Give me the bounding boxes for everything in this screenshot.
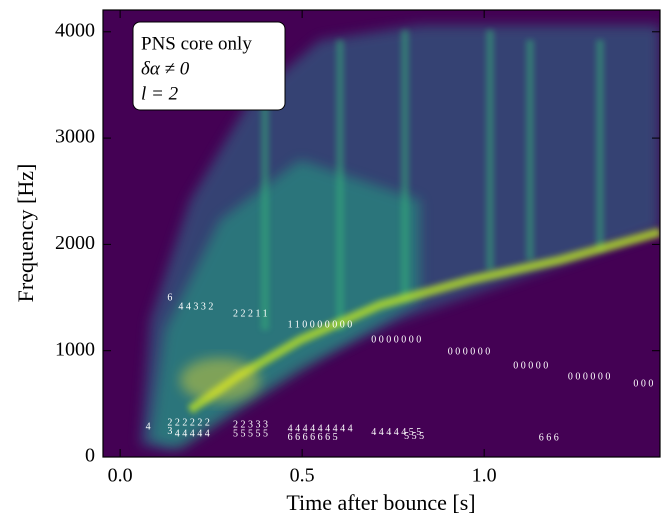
mode-label: 6666665 xyxy=(288,432,341,443)
y-tick-label: 3000 xyxy=(55,126,95,148)
y-tick-label: 4000 xyxy=(55,19,95,41)
y-axis-title: Frequency [Hz] xyxy=(13,164,38,303)
mode-label: 44444 xyxy=(175,428,213,439)
annotation-line: l = 2 xyxy=(141,83,179,104)
y-tick-label: 1000 xyxy=(55,338,95,360)
mode-label: 666 xyxy=(539,432,562,443)
mode-label: 0000000 xyxy=(371,334,424,345)
mode-label: 22333 xyxy=(233,419,271,430)
mode-label: 4444455 xyxy=(371,427,424,438)
mode-label: 55555 xyxy=(233,429,271,440)
annotation-line: PNS core only xyxy=(141,33,252,54)
mode-label: 00000 xyxy=(513,360,551,371)
x-tick-label: 0.5 xyxy=(290,465,315,487)
mode-label: 3 xyxy=(167,426,175,437)
mode-labels: 6443322221111000000000000000000000000000… xyxy=(146,292,656,443)
plot-frame xyxy=(102,9,661,458)
x-axis-title: Time after bounce [s] xyxy=(286,490,475,515)
annotation-box xyxy=(132,21,286,111)
mode-label: 6 xyxy=(167,292,175,303)
spectrogram-hotspot xyxy=(180,358,260,402)
y-tick-label: 0 xyxy=(85,445,95,467)
mode-label: 22211 xyxy=(233,308,270,319)
mode-label: 000000 xyxy=(448,346,493,357)
mode-label: 222222 xyxy=(167,417,212,428)
mode-label: 000 xyxy=(633,378,656,389)
x-tick-label: 1.0 xyxy=(472,465,497,487)
annotation-line: δα ≠ 0 xyxy=(141,58,190,79)
mode-label: 444444444 xyxy=(288,423,356,434)
x-tick-label: 0.0 xyxy=(108,465,133,487)
mode-label: 44332 xyxy=(178,301,216,312)
mode-label: 4 xyxy=(146,421,154,432)
spectrogram xyxy=(140,25,660,450)
mode-label: 000000 xyxy=(568,371,613,382)
mode-label: 555 xyxy=(404,431,427,442)
y-tick-label: 2000 xyxy=(55,232,95,254)
mode-label: 110000000 xyxy=(288,319,355,330)
